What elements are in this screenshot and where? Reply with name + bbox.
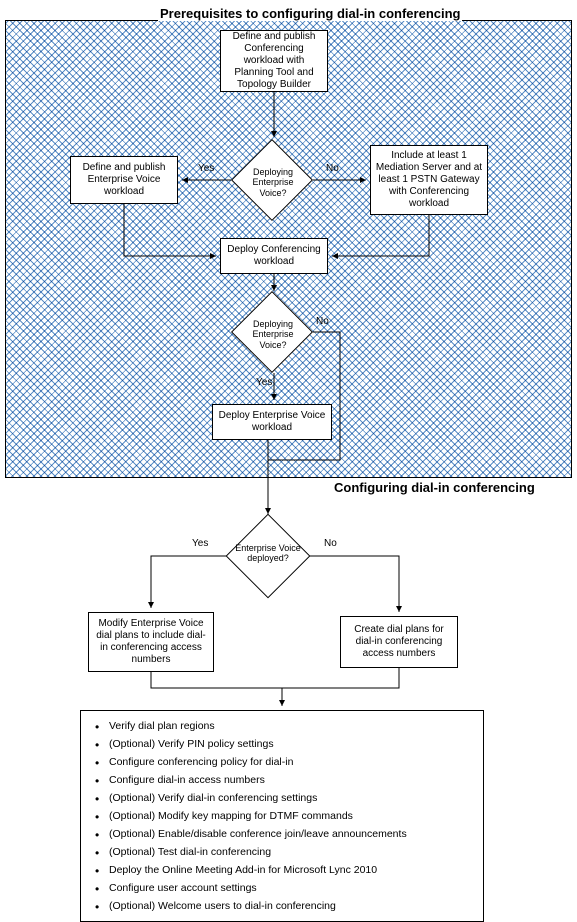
diagram-container: Prerequisites to configuring dial-in con…: [0, 0, 577, 874]
step-item: Configure user account settings: [89, 879, 475, 897]
steps-list: Verify dial plan regions(Optional) Verif…: [89, 717, 475, 915]
step-item: Configure dial-in access numbers: [89, 771, 475, 789]
node-deploy-ev: Deploy Enterprise Voice workload: [212, 404, 332, 440]
node-pstn: Include at least 1 Mediation Server and …: [370, 145, 488, 215]
label-d3-yes: Yes: [192, 538, 208, 549]
step-item: (Optional) Welcome users to dial-in conf…: [89, 897, 475, 915]
step-item: Deploy the Online Meeting Add-in for Mic…: [89, 861, 475, 879]
step-item: (Optional) Verify dial-in conferencing s…: [89, 789, 475, 807]
label-d3-no: No: [324, 538, 337, 549]
step-item: Configure conferencing policy for dial-i…: [89, 753, 475, 771]
step-item: (Optional) Enable/disable conference joi…: [89, 825, 475, 843]
node-define-conf: Define and publish Conferencing workload…: [220, 30, 328, 92]
node-create-dial: Create dial plans for dial-in conferenci…: [340, 616, 458, 668]
step-item: (Optional) Verify PIN policy settings: [89, 735, 475, 753]
label-d1-no: No: [326, 163, 339, 174]
label-d2-no: No: [316, 316, 329, 327]
decision-ev-deployed: [226, 514, 311, 599]
config-title: Configuring dial-in conferencing: [332, 480, 537, 495]
label-d1-yes: Yes: [198, 163, 214, 174]
node-define-ev: Define and publish Enterprise Voice work…: [70, 156, 178, 204]
node-deploy-conf: Deploy Conferencing workload: [220, 238, 328, 274]
node-modify-dial: Modify Enterprise Voice dial plans to in…: [88, 612, 214, 672]
steps-list-box: Verify dial plan regions(Optional) Verif…: [80, 710, 484, 922]
prereq-title: Prerequisites to configuring dial-in con…: [158, 6, 462, 21]
step-item: (Optional) Modify key mapping for DTMF c…: [89, 807, 475, 825]
step-item: (Optional) Test dial-in conferencing: [89, 843, 475, 861]
step-item: Verify dial plan regions: [89, 717, 475, 735]
label-d2-yes: Yes: [256, 377, 272, 388]
